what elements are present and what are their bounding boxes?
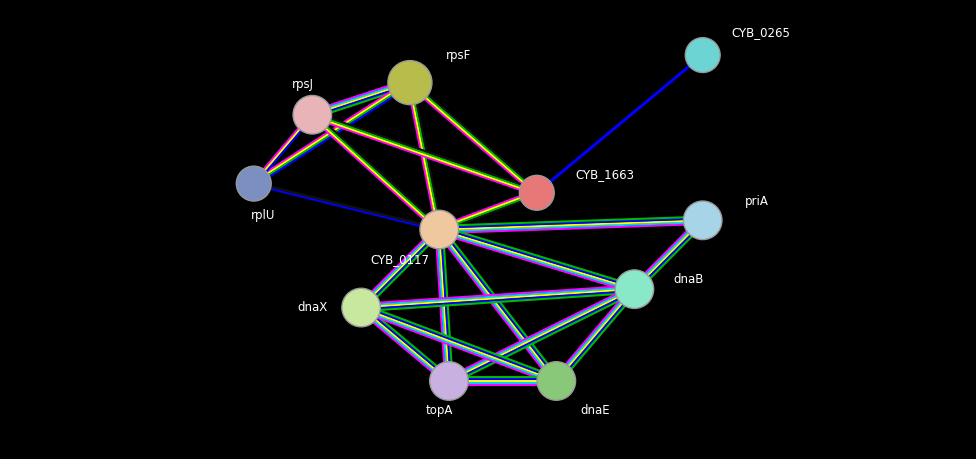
Ellipse shape	[685, 38, 720, 73]
Text: priA: priA	[745, 196, 768, 208]
Ellipse shape	[236, 166, 271, 201]
Text: CYB_1663: CYB_1663	[576, 168, 634, 181]
Ellipse shape	[537, 362, 576, 400]
Text: CYB_0265: CYB_0265	[732, 26, 791, 39]
Text: dnaB: dnaB	[672, 274, 704, 286]
Ellipse shape	[683, 201, 722, 240]
Ellipse shape	[293, 95, 332, 134]
Text: topA: topA	[426, 404, 453, 417]
Ellipse shape	[342, 288, 381, 327]
Ellipse shape	[429, 362, 468, 400]
Ellipse shape	[519, 175, 554, 210]
Ellipse shape	[615, 270, 654, 308]
Text: dnaX: dnaX	[298, 301, 327, 314]
Ellipse shape	[387, 61, 432, 105]
Text: dnaE: dnaE	[581, 404, 610, 417]
Text: rpsJ: rpsJ	[292, 78, 313, 91]
Text: rpsF: rpsF	[446, 49, 471, 62]
Text: CYB_0117: CYB_0117	[371, 253, 429, 266]
Text: rplU: rplU	[252, 209, 275, 222]
Ellipse shape	[420, 210, 459, 249]
